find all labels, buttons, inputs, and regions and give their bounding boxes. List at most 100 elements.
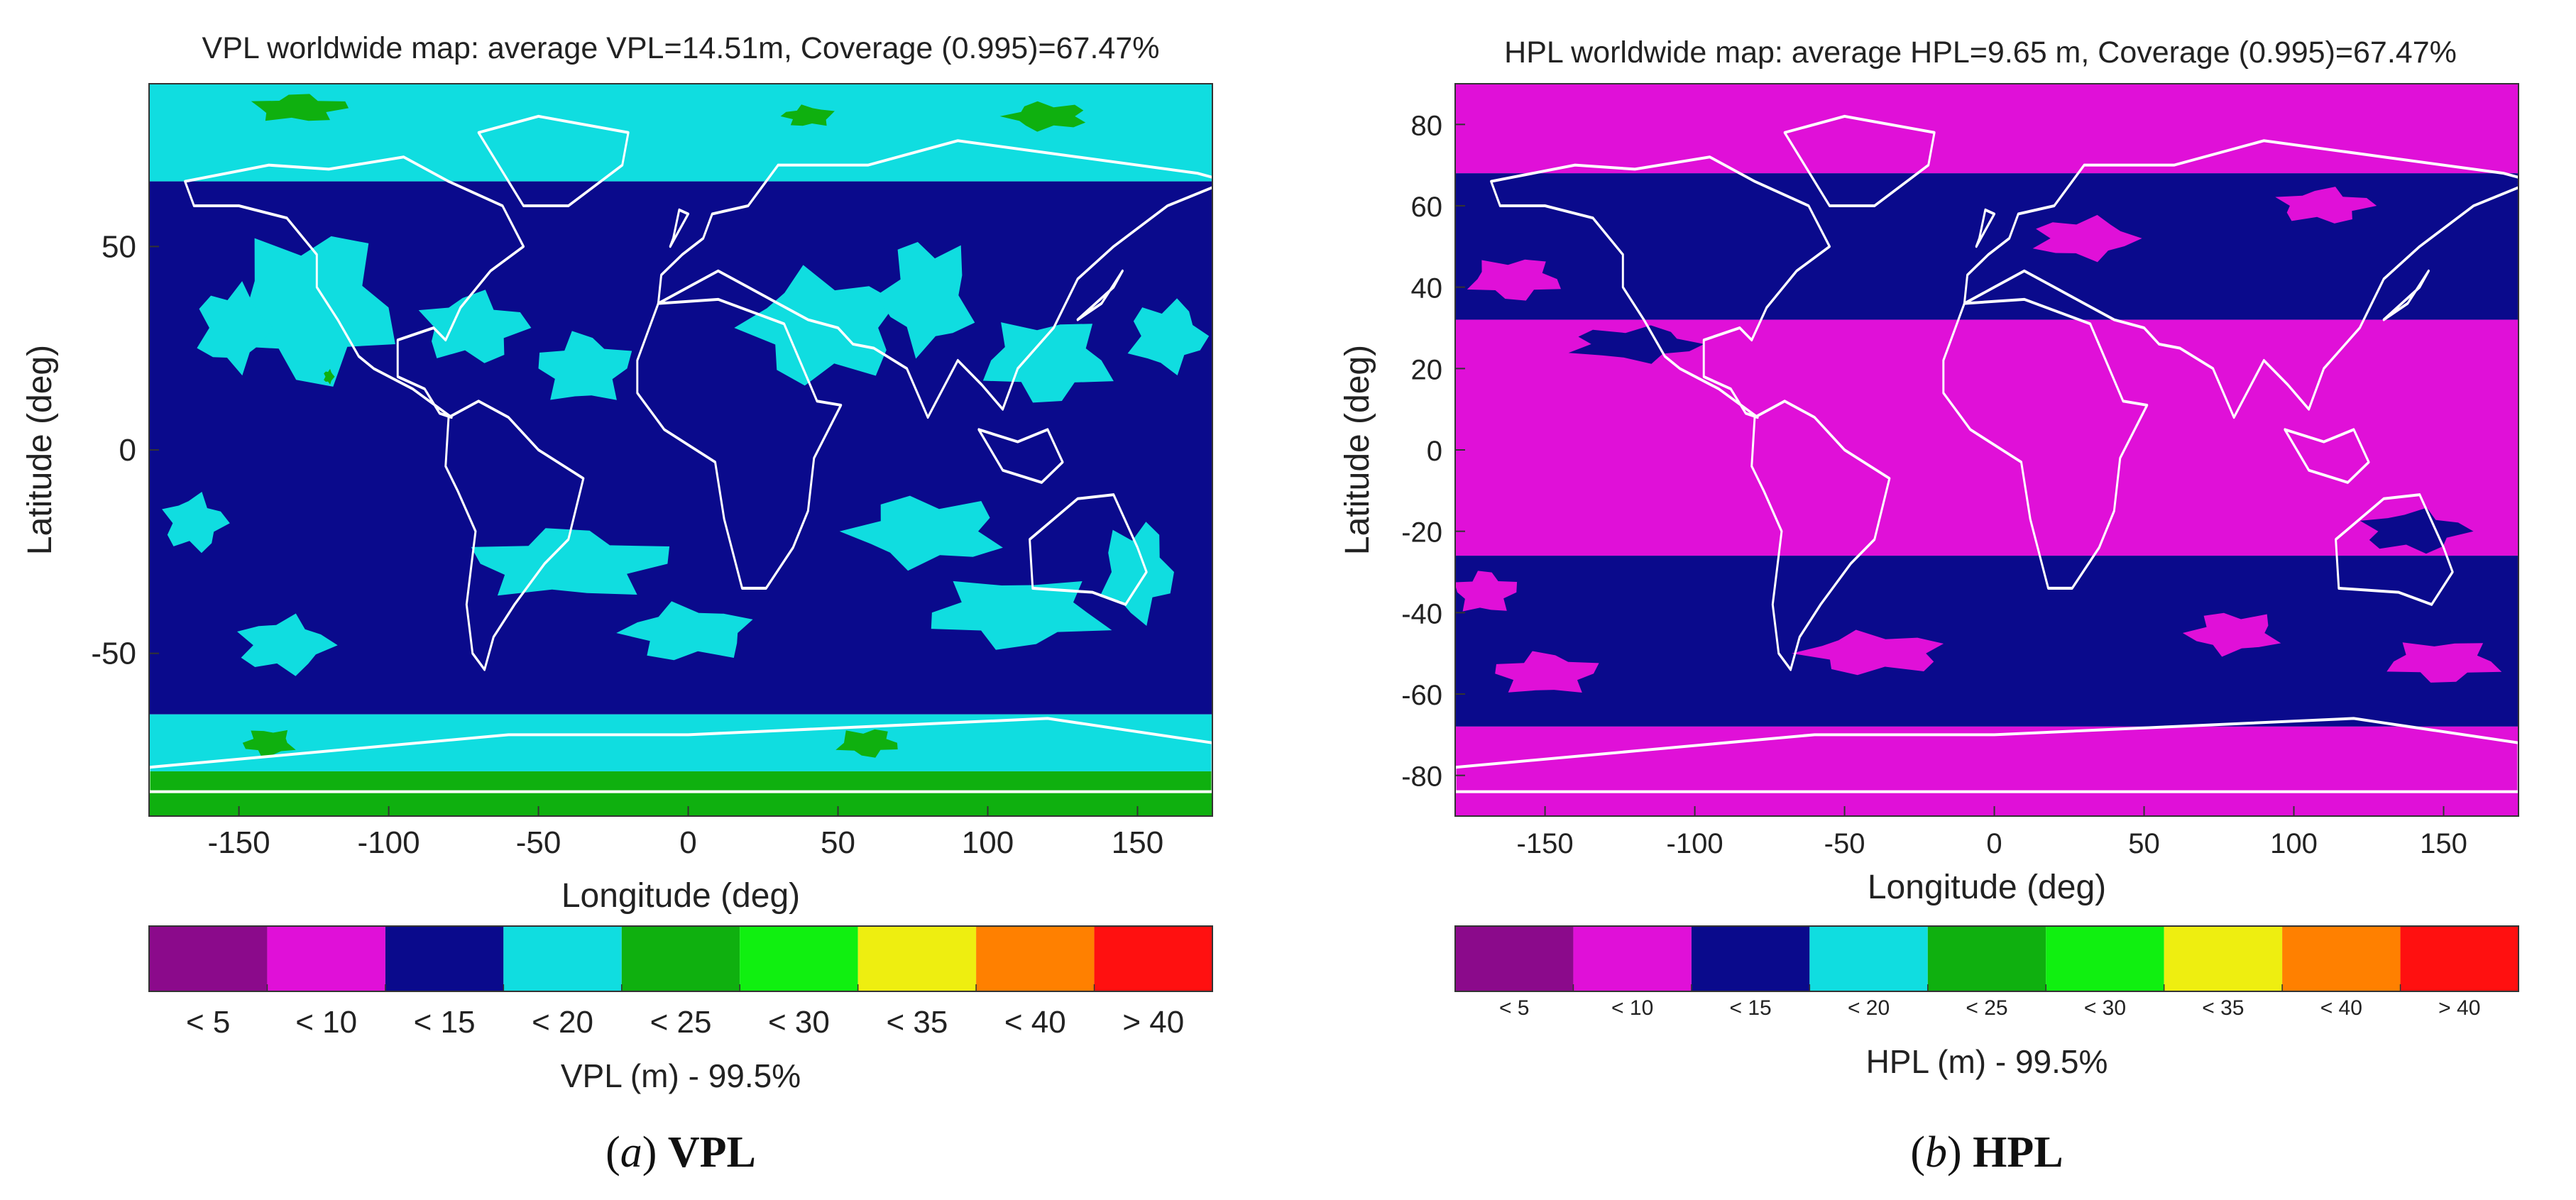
hpl-x-axis-label: Longitude (deg): [1868, 869, 2106, 906]
colorbar-swatch: [2046, 926, 2164, 991]
y-tick-label: 50: [102, 229, 136, 264]
x-tick-label: -50: [516, 825, 561, 860]
vpl-chart-title: VPL worldwide map: average VPL=14.51m, C…: [202, 31, 1160, 65]
colorbar-swatch: [1927, 926, 2046, 991]
x-tick-label: 100: [2270, 828, 2318, 859]
coverage-patch-4: [1495, 651, 1599, 693]
colorbar-swatch: [1455, 926, 1574, 991]
colorbar-frame: [148, 925, 1213, 992]
coverage-patch-1: [1467, 259, 1561, 301]
coverage-patch-13: [931, 580, 1112, 650]
vpl-map-plot-area: [149, 84, 1212, 816]
coverage-patch-5: [734, 265, 897, 386]
colorbar-category-label: > 40: [2438, 996, 2480, 1020]
colorbar-swatch: [2400, 926, 2519, 991]
caption-a-letter: a: [620, 1128, 642, 1177]
x-tick-label: -150: [208, 825, 270, 860]
y-tick-label: -50: [91, 637, 136, 671]
colorbar-swatch: [1809, 926, 1928, 991]
x-tick-label: -50: [1824, 828, 1865, 859]
coverage-patch-16: [251, 94, 349, 121]
x-tick-label: 0: [679, 825, 696, 860]
y-tick-label: -80: [1401, 761, 1442, 793]
colorbar-category-label: < 5: [186, 1005, 230, 1040]
coverage-patch-6: [876, 242, 975, 359]
colorbar-category-label: < 15: [414, 1005, 476, 1040]
colorbar-swatch: [385, 926, 504, 991]
caption-a: (a) VPL: [605, 1128, 756, 1177]
coverage-patch-10: [1455, 571, 1518, 612]
colorbar-swatch: [503, 926, 622, 991]
colorbar-swatch: [267, 926, 385, 991]
vpl-colorbar-label: VPL (m) - 99.5%: [561, 1057, 801, 1094]
x-tick-label: 150: [1112, 825, 1163, 860]
colorbar-category-label: < 25: [1966, 996, 2007, 1020]
x-tick-label: 150: [2420, 828, 2467, 859]
y-tick-label: -60: [1401, 680, 1442, 711]
coverage-patch-18: [999, 101, 1086, 132]
coverage-patch-1: [228, 236, 395, 387]
vpl-y-axis-label: Latitude (deg): [21, 345, 59, 555]
coverage-patch-17: [780, 104, 835, 126]
coverage-patch-3: [2275, 187, 2377, 224]
y-tick-label: 80: [1411, 110, 1443, 141]
colorbar-swatch: [621, 926, 740, 991]
y-tick-label: 60: [1411, 192, 1443, 223]
colorbar-category-label: < 20: [532, 1005, 593, 1040]
y-tick-label: 40: [1411, 273, 1443, 304]
colorbar-category-label: < 15: [1729, 996, 1771, 1020]
hpl-panel: HPL worldwide map: average HPL=9.65 m, C…: [1339, 35, 2519, 1177]
coverage-patch-10: [471, 528, 670, 596]
colorbar-category-label: < 35: [2202, 996, 2244, 1020]
colorbar-category-label: < 20: [1848, 996, 1890, 1020]
hpl-y-axis-label: Latitude (deg): [1339, 345, 1376, 555]
coverage-band-4: [1455, 556, 2519, 727]
colorbar-frame: [1454, 925, 2519, 992]
hpl-chart-title: HPL worldwide map: average HPL=9.65 m, C…: [1504, 35, 2457, 70]
colorbar-category-label: < 10: [295, 1005, 357, 1040]
coverage-patch-3: [418, 290, 532, 363]
colorbar-category-label: < 10: [1611, 996, 1653, 1020]
coverage-band-1: [149, 84, 1212, 182]
coverage-patch-19: [242, 730, 296, 759]
colorbar-category-label: < 30: [2084, 996, 2126, 1020]
coverage-patch-4: [538, 331, 632, 400]
coverage-patch-11: [616, 601, 753, 661]
coverage-patch-20: [835, 729, 898, 758]
coverage-patch-5: [1791, 629, 1944, 676]
coverage-patch-8: [1127, 298, 1210, 375]
vpl-panel: VPL worldwide map: average VPL=14.51m, C…: [21, 31, 1213, 1177]
y-tick-label: 20: [1411, 354, 1443, 385]
coverage-patch-6: [2182, 612, 2281, 657]
colorbar-swatch: [2164, 926, 2283, 991]
colorbar-swatch: [149, 926, 268, 991]
coverage-patch-2: [197, 281, 274, 376]
y-tick-label: 0: [1427, 436, 1442, 467]
vpl-x-axis-label: Longitude (deg): [561, 877, 800, 915]
colorbar-swatch: [740, 926, 858, 991]
coverage-patch-9: [162, 492, 230, 554]
caption-a-label: VPL: [668, 1128, 756, 1177]
colorbar-category-label: > 40: [1122, 1005, 1184, 1040]
x-tick-label: 50: [2128, 828, 2160, 859]
coverage-band-1: [1455, 84, 2519, 174]
x-tick-label: -150: [1517, 828, 1574, 859]
coverage-patch-7: [2386, 642, 2502, 683]
coverage-patch-14: [1100, 522, 1174, 626]
x-tick-label: -100: [1667, 828, 1723, 859]
coverage-band-3: [149, 714, 1212, 771]
colorbar-category-label: < 40: [2320, 996, 2362, 1020]
y-tick-label: -20: [1401, 517, 1442, 549]
caption-b: (b) HPL: [1910, 1128, 2063, 1177]
caption-b-label: HPL: [1973, 1128, 2063, 1177]
coverage-patch-8: [1568, 325, 1704, 364]
colorbar-category-label: < 25: [650, 1005, 712, 1040]
colorbar-category-label: < 40: [1004, 1005, 1066, 1040]
x-tick-label: 50: [821, 825, 855, 860]
colorbar-swatch: [1573, 926, 1692, 991]
y-tick-label: -40: [1401, 598, 1442, 629]
coverage-patch-2: [2032, 214, 2142, 263]
coverage-patch-21: [324, 368, 335, 385]
x-tick-label: 100: [962, 825, 1014, 860]
continent-outlines: [149, 114, 1212, 793]
